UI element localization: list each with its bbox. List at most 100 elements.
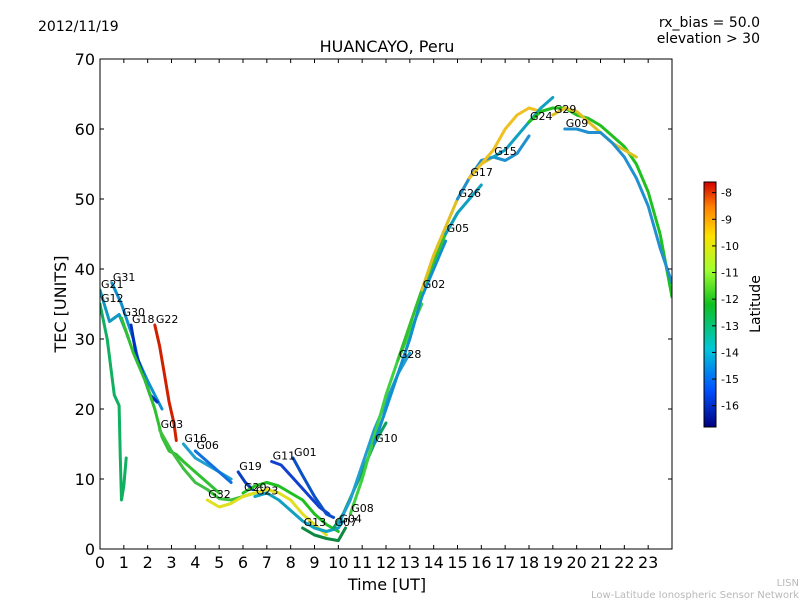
x-tick-label: 23	[638, 553, 658, 572]
series-label-g12: G12	[101, 292, 124, 305]
series-label-g03: G03	[161, 418, 184, 431]
x-axis: 0 1 2 3 4 5 6 7 8 9 10 11 12 13 14 15 16 17 18 19 20 21 22 23	[95, 59, 658, 572]
x-tick-label: 22	[614, 553, 634, 572]
x-tick-label: 1	[119, 553, 129, 572]
y-tick-label: 30	[75, 330, 95, 349]
x-tick-label: 20	[566, 553, 586, 572]
series-label-g06: G06	[196, 439, 219, 452]
series-label-g31: G31	[113, 271, 136, 284]
colorbar-tick-label: -11	[721, 267, 739, 280]
series-line-g17	[467, 106, 543, 180]
colorbar-tick-label: -14	[721, 346, 739, 359]
colorbar-tick-label: -16	[721, 400, 739, 413]
colorbar-tick-label: -13	[721, 320, 739, 333]
series-label-g10: G10	[375, 432, 398, 445]
series-label-g04: G04	[339, 513, 362, 526]
y-tick-label: 70	[75, 50, 95, 69]
x-tick-label: 7	[262, 553, 272, 572]
series-line-g32	[205, 488, 328, 537]
x-axis-label: Time [UT]	[347, 575, 426, 594]
series-label-g09: G09	[566, 117, 589, 130]
x-tick-label: 4	[190, 553, 200, 572]
series-label-g17: G17	[470, 166, 493, 179]
series-label-g28: G28	[399, 348, 422, 361]
colorbar	[703, 181, 717, 428]
series-label-g15: G15	[494, 145, 517, 158]
series-label-g26: G26	[459, 187, 482, 200]
x-tick-label: 2	[143, 553, 153, 572]
series-line-g13	[301, 526, 347, 543]
y-tick-label: 50	[75, 190, 95, 209]
x-tick-label: 16	[471, 553, 491, 572]
series-label-g18: G18	[132, 313, 155, 326]
series-label-g23: G23	[256, 485, 279, 498]
series-line-g20	[241, 481, 340, 533]
series-label-g02: G02	[423, 278, 446, 291]
x-tick-label: 14	[423, 553, 443, 572]
x-tick-label: 11	[352, 553, 372, 572]
y-tick-label: 60	[75, 120, 95, 139]
series-label-g32: G32	[208, 488, 231, 501]
series-label-g08: G08	[351, 502, 374, 515]
y-tick-label: 20	[75, 400, 95, 419]
series-label-g21: G21	[101, 278, 124, 291]
y-axis-label: TEC [UNITS]	[51, 256, 70, 354]
series-label-g20: G20	[244, 481, 267, 494]
colorbar-tick-label: -8	[721, 187, 732, 200]
series-line-g11	[270, 460, 331, 516]
series-label-g19: G19	[239, 460, 262, 473]
colorbar-ticks: -8 -9 -10 -11 -12 -13 -14 -15 -16	[712, 187, 739, 413]
elevation-label: elevation > 30	[657, 31, 760, 47]
y-tick-label: 10	[75, 470, 95, 489]
series-label-g07: G07	[335, 516, 358, 529]
colorbar-label: Latitude	[748, 275, 764, 333]
y-tick-label: 40	[75, 260, 95, 279]
x-tick-label: 17	[495, 553, 515, 572]
footer-lisn: LISN	[777, 578, 799, 589]
colorbar-tick-label: -9	[721, 213, 732, 226]
series-label-g11: G11	[273, 450, 296, 463]
series-line-g30	[120, 316, 221, 495]
series-line-g06	[193, 449, 233, 484]
series-line-g09	[563, 127, 672, 285]
colorbar-tick-label: -10	[721, 240, 739, 253]
series-line-g29	[551, 106, 638, 159]
series-label-g30: G30	[122, 306, 145, 319]
y-tick-label: 0	[85, 540, 95, 559]
series-label-g05: G05	[447, 222, 470, 235]
x-tick-label: 19	[543, 553, 563, 572]
x-tick-label: 21	[590, 553, 610, 572]
rx-bias-label: rx_bias = 50.0	[659, 15, 760, 31]
series-layer	[100, 96, 672, 543]
x-tick-label: 18	[519, 553, 539, 572]
x-tick-label: 15	[447, 553, 467, 572]
chart-title: HUANCAYO, Peru	[320, 37, 455, 56]
x-tick-label: 9	[309, 553, 319, 572]
colorbar-tick-label: -15	[721, 373, 739, 386]
series-line-g10	[372, 239, 448, 446]
series-line-g12	[100, 302, 128, 502]
series-label-g01: G01	[294, 446, 317, 459]
series-line-g08	[348, 302, 424, 516]
colorbar-tick-label: -12	[721, 293, 739, 306]
x-tick-label: 12	[376, 553, 396, 572]
series-line-g22	[153, 323, 178, 442]
series-label-g24: G24	[530, 110, 553, 123]
x-tick-label: 0	[95, 553, 105, 572]
series-label-g13: G13	[304, 516, 327, 529]
series-line-g15	[491, 96, 555, 159]
series-label-g29: G29	[554, 103, 577, 116]
x-tick-label: 8	[286, 553, 296, 572]
series-line-g05	[444, 183, 483, 236]
x-tick-label: 6	[238, 553, 248, 572]
x-tick-label: 13	[400, 553, 420, 572]
series-line-g24	[527, 106, 672, 299]
series-line-g01	[291, 456, 336, 519]
x-tick-label: 3	[166, 553, 176, 572]
date-label: 2012/11/19	[38, 19, 119, 35]
series-label-g16: G16	[184, 432, 207, 445]
x-tick-label: 10	[328, 553, 348, 572]
series-label-g22: G22	[156, 313, 179, 326]
